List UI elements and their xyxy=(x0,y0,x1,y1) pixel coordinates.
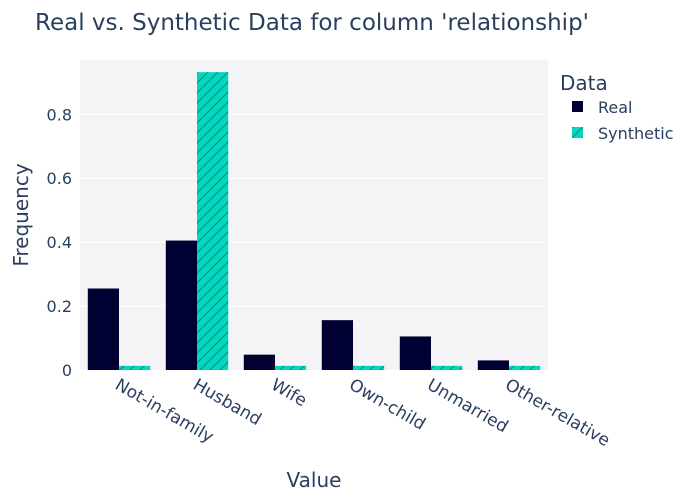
legend-swatch-real xyxy=(572,101,583,112)
y-tick-label: 0.6 xyxy=(47,169,72,188)
bar-real-not-in-family[interactable] xyxy=(87,288,119,370)
bar-synthetic-unmarried[interactable] xyxy=(431,365,463,370)
chart-title: Real vs. Synthetic Data for column 'rela… xyxy=(35,10,589,36)
legend[interactable]: Data Real Synthetic xyxy=(560,71,674,143)
bar-real-unmarried[interactable] xyxy=(399,336,431,370)
x-tick-label: Wife xyxy=(268,375,311,411)
legend-item-real[interactable]: Real xyxy=(598,98,633,117)
bars xyxy=(87,72,541,370)
bar-real-wife[interactable] xyxy=(243,354,275,370)
bar-synthetic-own-child[interactable] xyxy=(353,365,385,370)
bar-real-other-relative[interactable] xyxy=(477,360,509,370)
gridlines xyxy=(80,113,548,307)
x-tick-label: Other-relative xyxy=(502,375,614,451)
bar-synthetic-wife[interactable] xyxy=(275,365,307,370)
x-axis-label: Value xyxy=(287,468,342,492)
bar-synthetic-other-relative[interactable] xyxy=(509,365,541,370)
plot-area xyxy=(80,60,548,370)
y-axis-label: Frequency xyxy=(9,163,33,266)
y-tick-label: 0 xyxy=(62,361,72,380)
legend-swatch-synthetic xyxy=(572,127,583,138)
x-tick-label: Unmarried xyxy=(424,375,512,437)
bar-real-husband[interactable] xyxy=(165,240,197,370)
legend-title: Data xyxy=(560,71,608,95)
bar-real-own-child[interactable] xyxy=(321,320,353,370)
y-tick-label: 0.2 xyxy=(47,297,72,316)
legend-item-synthetic[interactable]: Synthetic xyxy=(598,124,674,143)
y-tick-label: 0.8 xyxy=(47,105,72,124)
x-tick-label: Own-child xyxy=(346,375,429,435)
y-tick-labels: 0 0.2 0.4 0.6 0.8 xyxy=(47,105,72,380)
bar-synthetic-husband[interactable] xyxy=(197,72,229,370)
y-tick-label: 0.4 xyxy=(47,233,72,252)
bar-synthetic-not-in-family[interactable] xyxy=(119,365,151,370)
